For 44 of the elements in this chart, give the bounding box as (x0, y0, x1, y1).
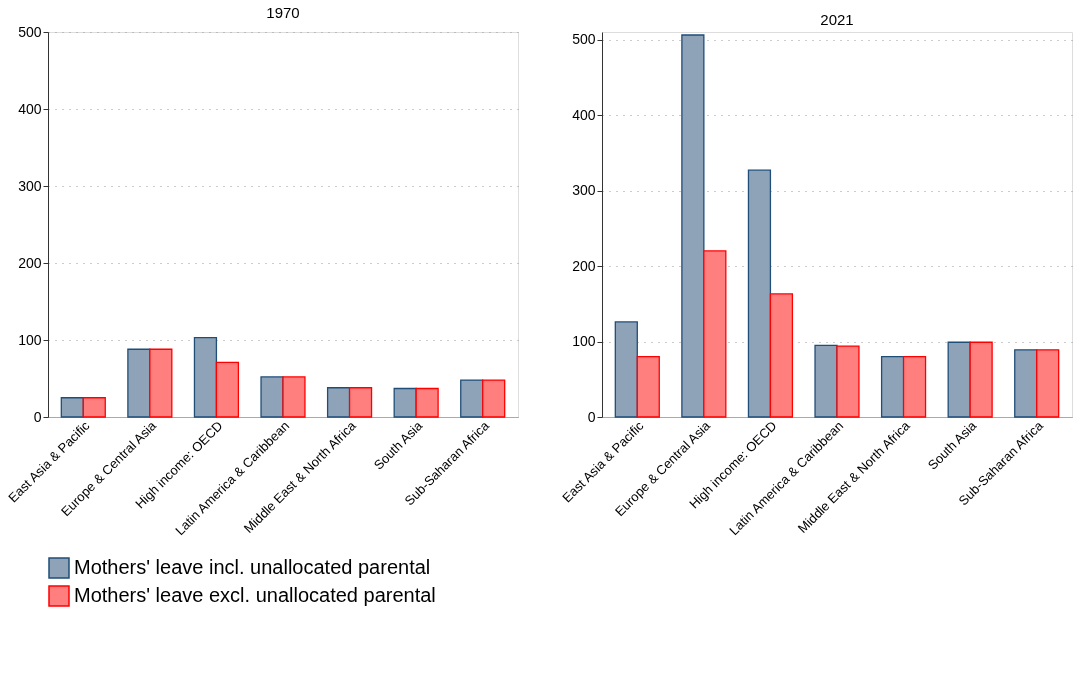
bar (415, 387, 439, 418)
y-tick-label: 400 (572, 106, 596, 123)
bar (614, 321, 638, 418)
y-tick-label: 0 (587, 408, 596, 425)
y-tick-label: 400 (18, 100, 42, 117)
y-tick-label: 200 (18, 254, 42, 271)
bar (769, 293, 794, 418)
bar (460, 379, 484, 418)
bar (482, 379, 506, 418)
bar (902, 355, 927, 418)
bar (127, 348, 151, 418)
bar (1036, 349, 1060, 418)
y-tick-label: 500 (572, 31, 596, 48)
bar (1014, 349, 1038, 418)
y-tick-label: 100 (18, 331, 42, 348)
bar (747, 169, 772, 418)
chart-title: 1970 (266, 4, 300, 21)
y-tick-label: 300 (572, 182, 596, 199)
bar (836, 345, 860, 418)
bar (969, 341, 993, 418)
bar (814, 344, 838, 418)
bar (348, 387, 373, 418)
bar (880, 355, 905, 418)
y-tick-label: 100 (572, 333, 596, 350)
bar (636, 355, 660, 418)
legend-label: Mothers' leave excl. unallocated parental (74, 584, 436, 606)
y-tick-label: 500 (18, 23, 42, 40)
bar (149, 348, 173, 418)
bar (215, 361, 240, 418)
bar (326, 387, 351, 418)
y-tick-label: 200 (572, 257, 596, 274)
bar (681, 34, 705, 418)
chart-title: 2021 (820, 11, 854, 28)
bar (393, 387, 417, 418)
bar (260, 376, 284, 418)
bar (282, 376, 306, 418)
y-tick-label: 300 (18, 177, 42, 194)
bar (193, 337, 218, 418)
y-tick-label: 0 (33, 408, 42, 425)
bar (82, 397, 106, 418)
bar (60, 397, 84, 418)
bar (703, 250, 727, 418)
bar (947, 341, 971, 418)
legend-label: Mothers' leave incl. unallocated parental (74, 556, 431, 578)
